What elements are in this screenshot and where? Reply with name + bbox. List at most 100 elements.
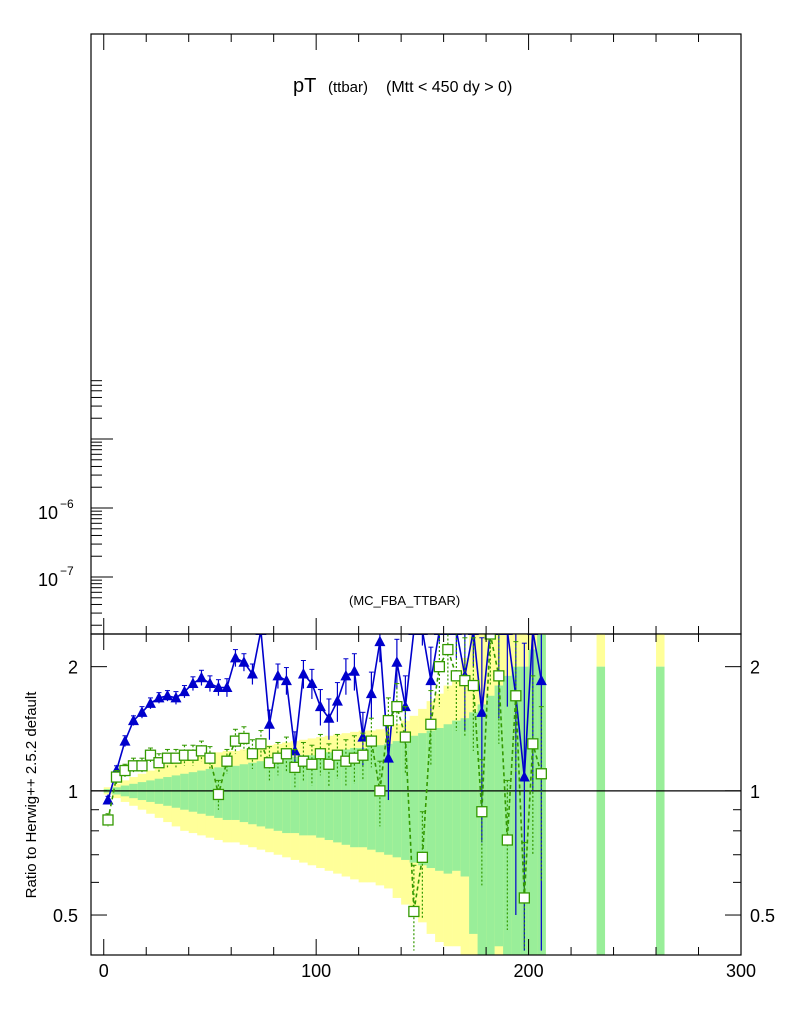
data-point: [323, 758, 335, 770]
data-point: [476, 706, 488, 717]
data-point: [204, 752, 216, 764]
green-band-bin: [239, 764, 249, 823]
series-green: [102, 634, 547, 951]
green-band-bin: [171, 775, 181, 808]
green-band-bin: [222, 765, 232, 820]
analysis-label: (MC_FBA_TTBAR): [349, 593, 460, 608]
data-point: [323, 712, 335, 723]
data-point: [425, 718, 437, 730]
data-point: [340, 669, 352, 681]
ratio-ticks: [91, 34, 742, 955]
green-band-bin: [248, 762, 257, 825]
y-tick-label-right: 2: [750, 658, 760, 678]
data-point: [263, 718, 275, 729]
data-point: [484, 634, 496, 640]
data-point: [221, 681, 233, 693]
green-band-bin: [469, 712, 478, 934]
data-point: [535, 768, 547, 780]
y-tick-label-left: 2: [68, 658, 78, 678]
green-band-bin: [494, 685, 504, 947]
data-point: [246, 748, 259, 760]
yellow-band-bin: [656, 634, 665, 667]
data-point: [467, 679, 480, 692]
green-band-bin: [197, 770, 207, 814]
data-point: [391, 700, 403, 713]
green-band-bin: [656, 666, 665, 955]
green-band-bin: [188, 772, 198, 812]
main-subtitle: (Mtt < 450 dy > 0): [386, 79, 512, 96]
main-y-tick-labels: 10 −6 10 −7: [38, 497, 74, 590]
y-tick-label-left: 1: [68, 782, 78, 802]
data-point: [399, 731, 412, 743]
data-point: [229, 651, 241, 663]
green-band-bin: [265, 759, 274, 829]
green-band-bin: [443, 724, 453, 874]
data-point: [136, 706, 148, 717]
data-point: [391, 656, 403, 667]
main-panel-frame: [90, 33, 742, 635]
main-y-ticks: [91, 380, 113, 626]
y-tick-label-right: 1: [750, 782, 760, 802]
green-band-bin: [282, 756, 291, 834]
green-band-bin: [231, 765, 240, 820]
data-point: [280, 748, 293, 760]
data-point: [212, 681, 224, 693]
ratio-y-axis-label: Ratio to Herwig++ 2.5.2 default: [23, 691, 40, 899]
data-point: [331, 695, 343, 706]
data-point: [195, 745, 208, 757]
data-point: [289, 761, 301, 774]
data-point: [365, 735, 378, 747]
data-point: [161, 689, 173, 701]
data-point: [518, 892, 530, 904]
green-band-bin: [290, 756, 300, 834]
green-band-bin: [401, 738, 410, 860]
data-point: [127, 714, 139, 726]
data-point: [501, 834, 513, 846]
green-band-bin: [256, 761, 266, 827]
data-point: [357, 749, 369, 761]
x-tick-label: 200: [514, 961, 544, 981]
data-point: [314, 748, 327, 760]
data-point: [476, 806, 488, 818]
data-point: [433, 661, 446, 673]
data-point: [306, 677, 318, 689]
data-point: [365, 687, 377, 699]
data-point: [382, 752, 394, 763]
data-point: [102, 794, 114, 805]
green-band-bin: [307, 755, 317, 836]
green-band-bin: [205, 768, 215, 816]
data-point: [314, 700, 326, 712]
data-point: [170, 691, 182, 703]
data-point: [408, 905, 420, 918]
data-point: [195, 671, 207, 683]
green-band-bin: [528, 649, 538, 955]
data-point: [144, 749, 157, 761]
data-point: [510, 690, 522, 702]
data-point: [518, 771, 530, 782]
data-point: [119, 735, 131, 746]
main-ytick-label-1e-6: 10: [38, 503, 58, 523]
green-band-bin: [426, 730, 436, 869]
green-band-bin: [596, 666, 606, 955]
data-point: [348, 665, 360, 676]
data-point: [374, 635, 386, 647]
data-point: [374, 785, 386, 797]
data-point: [212, 788, 225, 801]
yellow-band-bin: [596, 634, 606, 667]
green-band-bin: [299, 755, 308, 836]
data-point: [493, 670, 505, 682]
green-band-bin: [273, 758, 283, 831]
green-band-bin: [418, 733, 427, 866]
y-tick-label-left: 0.5: [53, 906, 78, 926]
data-point: [280, 674, 292, 686]
data-point: [272, 669, 284, 681]
ratio-series: [102, 634, 547, 951]
green-band-bin: [486, 695, 495, 955]
data-point: [527, 738, 539, 750]
green-band-bin: [341, 749, 351, 845]
main-title-text: pT: [293, 75, 316, 97]
green-band-bin: [435, 728, 444, 871]
data-point: [238, 732, 250, 745]
data-point: [153, 691, 165, 703]
